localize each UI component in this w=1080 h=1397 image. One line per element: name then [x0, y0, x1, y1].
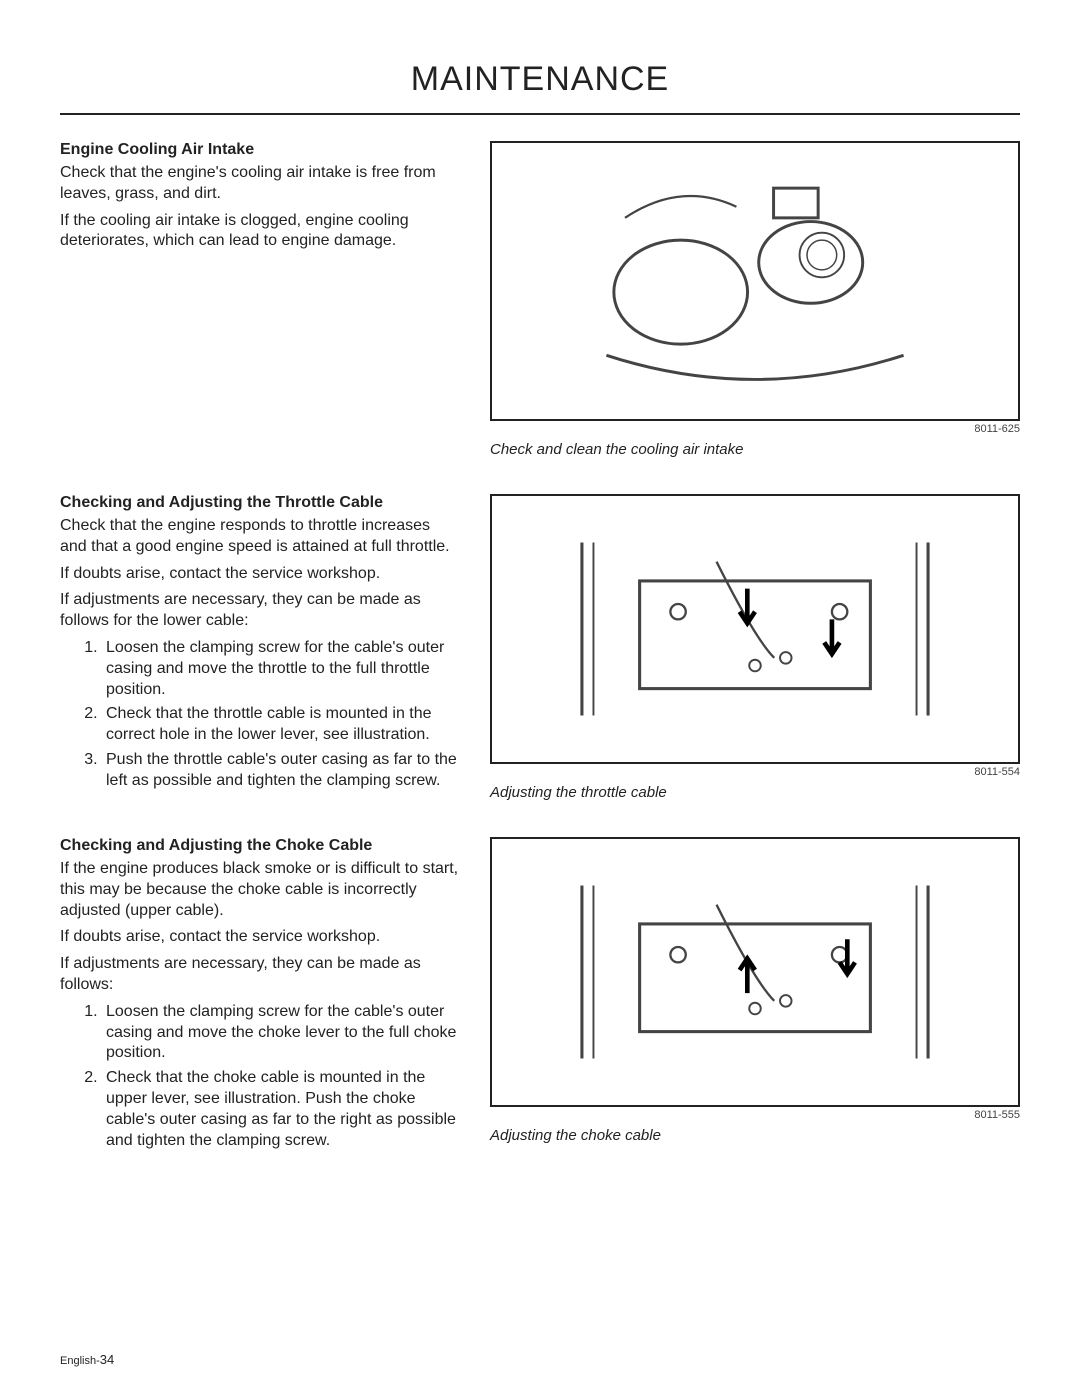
section-choke-cable: Checking and Adjusting the Choke Cable I…: [60, 837, 1020, 1155]
figure: 8011-554 Adjusting the throttle cable: [490, 494, 1020, 801]
section-figure-col: 8011-555 Adjusting the choke cable: [490, 837, 1020, 1155]
section-heading: Checking and Adjusting the Throttle Cabl…: [60, 494, 460, 512]
figure-reference-number: 8011-555: [490, 1109, 1020, 1121]
list-item: Loosen the clamping screw for the cable'…: [102, 638, 460, 700]
figure-caption: Check and clean the cooling air intake: [490, 441, 1020, 458]
footer-language: English-: [60, 1355, 100, 1367]
page-title: MAINTENANCE: [60, 60, 1020, 99]
body-paragraph: Check that the engine responds to thrott…: [60, 516, 460, 558]
list-item: Check that the throttle cable is mounted…: [102, 704, 460, 746]
section-figure-col: 8011-625 Check and clean the cooling air…: [490, 141, 1020, 458]
procedure-list: Loosen the clamping screw for the cable'…: [60, 638, 460, 792]
section-text-col: Checking and Adjusting the Throttle Cabl…: [60, 494, 460, 801]
figure-reference-number: 8011-625: [490, 423, 1020, 435]
section-heading: Engine Cooling Air Intake: [60, 141, 460, 159]
body-paragraph: If the cooling air intake is clogged, en…: [60, 211, 460, 253]
figure-illustration: [490, 837, 1020, 1107]
list-item: Loosen the clamping screw for the cable'…: [102, 1002, 460, 1064]
figure-caption: Adjusting the choke cable: [490, 1127, 1020, 1144]
figure-illustration: [490, 141, 1020, 421]
list-item: Check that the choke cable is mounted in…: [102, 1068, 460, 1151]
body-paragraph: If doubts arise, contact the service wor…: [60, 927, 460, 948]
section-throttle-cable: Checking and Adjusting the Throttle Cabl…: [60, 494, 1020, 801]
figure-illustration: [490, 494, 1020, 764]
figure-reference-number: 8011-554: [490, 766, 1020, 778]
section-text-col: Engine Cooling Air Intake Check that the…: [60, 141, 460, 458]
section-figure-col: 8011-554 Adjusting the throttle cable: [490, 494, 1020, 801]
body-paragraph: Check that the engine's cooling air inta…: [60, 163, 460, 205]
procedure-list: Loosen the clamping screw for the cable'…: [60, 1002, 460, 1152]
page-footer: English-34: [60, 1352, 114, 1367]
engine-diagram-icon: [500, 151, 1010, 411]
body-paragraph: If adjustments are necessary, they can b…: [60, 590, 460, 632]
body-paragraph: If adjustments are necessary, they can b…: [60, 954, 460, 996]
choke-diagram-icon: [500, 847, 1010, 1097]
section-engine-cooling: Engine Cooling Air Intake Check that the…: [60, 141, 1020, 458]
body-paragraph: If the engine produces black smoke or is…: [60, 859, 460, 921]
list-item: Push the throttle cable's outer casing a…: [102, 750, 460, 792]
title-divider: [60, 113, 1020, 115]
body-paragraph: If doubts arise, contact the service wor…: [60, 564, 460, 585]
throttle-diagram-icon: [500, 504, 1010, 754]
figure-caption: Adjusting the throttle cable: [490, 784, 1020, 801]
section-heading: Checking and Adjusting the Choke Cable: [60, 837, 460, 855]
figure: 8011-625 Check and clean the cooling air…: [490, 141, 1020, 458]
figure: 8011-555 Adjusting the choke cable: [490, 837, 1020, 1144]
footer-page-number: 34: [100, 1352, 114, 1367]
section-text-col: Checking and Adjusting the Choke Cable I…: [60, 837, 460, 1155]
